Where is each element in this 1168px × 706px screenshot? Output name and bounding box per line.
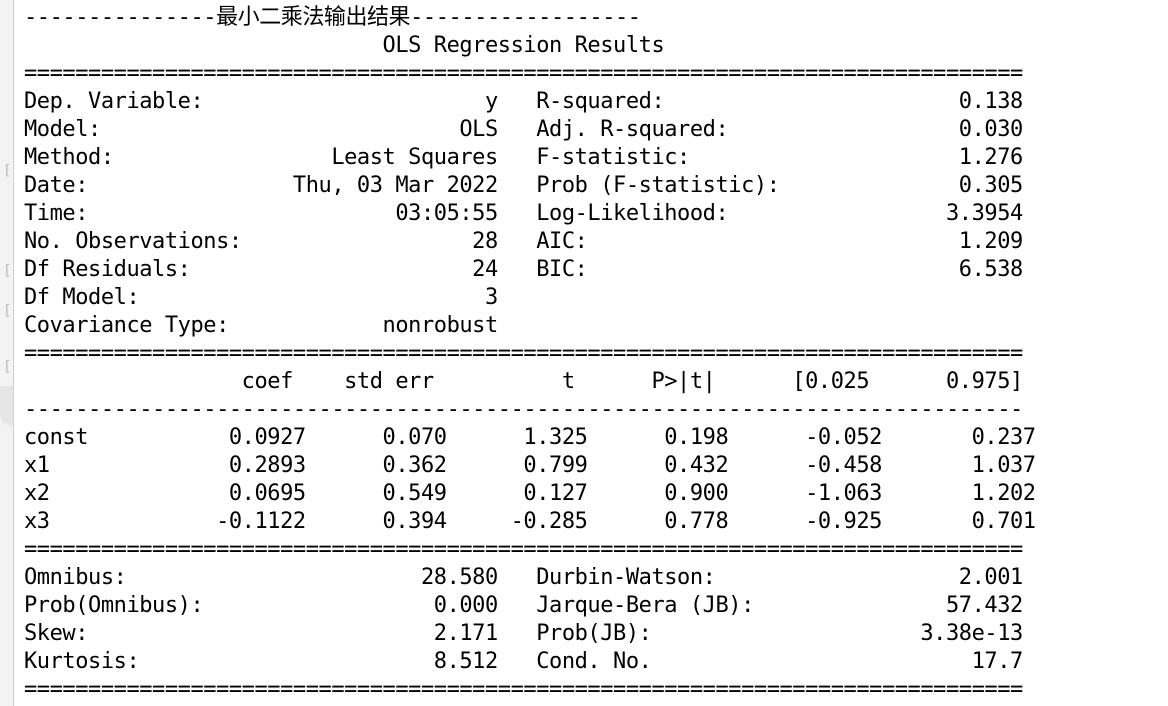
output-line: ========================================… xyxy=(24,677,1023,702)
output-line: Kurtosis: 8.512 Cond. No. 17.7 xyxy=(24,649,1023,674)
output-line: x1 0.2893 0.362 0.799 0.432 -0.458 1.037 xyxy=(24,453,1036,478)
output-line: Model: OLS Adj. R-squared: 0.030 xyxy=(24,117,1023,142)
output-line: const 0.0927 0.070 1.325 0.198 -0.052 0.… xyxy=(24,425,1036,450)
output-line: No. Observations: 28 AIC: 1.209 xyxy=(24,229,1023,254)
left-gutter xyxy=(0,0,13,706)
collapse-bracket-icon: [ xyxy=(3,359,12,375)
output-line: coef std err t P>|t| [0.025 0.975] xyxy=(24,369,1024,394)
gutter-divider xyxy=(13,0,14,706)
output-line: Omnibus: 28.580 Durbin-Watson: 2.001 xyxy=(24,565,1023,590)
ols-regression-output: ---------------最小二乘法输出结果----------------… xyxy=(24,4,1036,704)
gutter-curve xyxy=(0,386,13,426)
collapse-bracket-icon: [ xyxy=(3,163,12,179)
output-line: OLS Regression Results xyxy=(24,33,1023,58)
output-line: ---------------最小二乘法输出结果----------------… xyxy=(24,5,641,30)
collapse-bracket-icon: [ xyxy=(3,263,12,279)
output-line: ========================================… xyxy=(24,537,1023,562)
output-line: Time: 03:05:55 Log-Likelihood: 3.3954 xyxy=(24,201,1023,226)
output-line: Dep. Variable: y R-squared: 0.138 xyxy=(24,89,1023,114)
output-line: Skew: 2.171 Prob(JB): 3.38e-13 xyxy=(24,621,1023,646)
output-line: ========================================… xyxy=(24,61,1023,86)
collapse-bracket-icon: [ xyxy=(3,303,12,319)
output-line: Covariance Type: nonrobust xyxy=(24,313,1023,338)
output-line: Method: Least Squares F-statistic: 1.276 xyxy=(24,145,1023,170)
output-line: Df Residuals: 24 BIC: 6.538 xyxy=(24,257,1023,282)
output-line: ----------------------------------------… xyxy=(24,397,1023,422)
output-line: x2 0.0695 0.549 0.127 0.900 -1.063 1.202 xyxy=(24,481,1036,506)
output-line: Date: Thu, 03 Mar 2022 Prob (F-statistic… xyxy=(24,173,1023,198)
output-line: ========================================… xyxy=(24,341,1023,366)
output-line: x3 -0.1122 0.394 -0.285 0.778 -0.925 0.7… xyxy=(24,509,1036,534)
output-line: Prob(Omnibus): 0.000 Jarque-Bera (JB): 5… xyxy=(24,593,1023,618)
output-line: Df Model: 3 xyxy=(24,285,1023,310)
